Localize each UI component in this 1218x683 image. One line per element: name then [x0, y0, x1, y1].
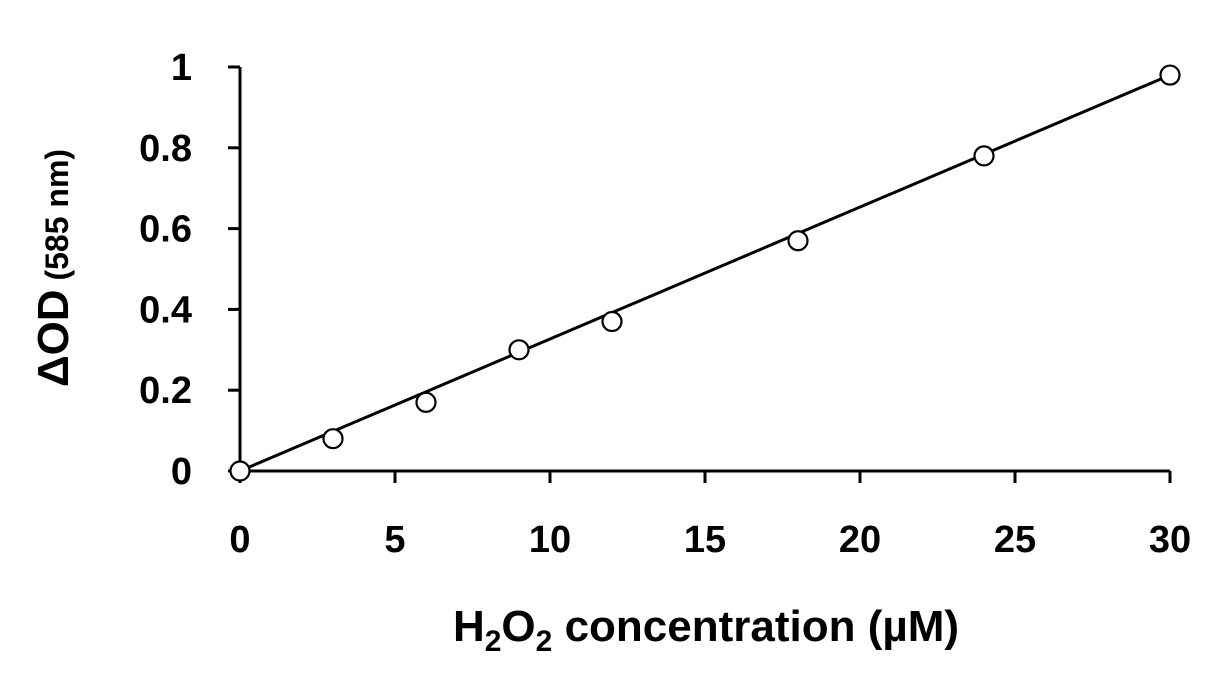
y-axis-title: ΔOD (585 nm)	[29, 149, 78, 387]
y-tick-label: 1	[171, 47, 192, 89]
y-tick-label: 0.2	[139, 370, 192, 412]
x-tick-label: 0	[229, 519, 250, 561]
data-point	[973, 145, 995, 167]
x-tick-label: 5	[384, 519, 405, 561]
data-point	[415, 391, 437, 413]
data-point	[787, 230, 809, 252]
x-axis-title-mid: O	[501, 602, 535, 651]
x-axis-ticks: 0 5 10 15 20 25 30	[229, 471, 1191, 561]
y-tick-label: 0.8	[139, 128, 192, 170]
x-tick-label: 25	[994, 519, 1036, 561]
y-tick-label: 0	[171, 451, 192, 493]
data-point	[229, 460, 251, 482]
y-axis-ticks: 0 0.2 0.4 0.6 0.8 1	[139, 47, 240, 493]
x-tick-label: 15	[684, 519, 726, 561]
x-tick-label: 10	[529, 519, 571, 561]
x-tick-label: 20	[839, 519, 881, 561]
data-point	[322, 428, 344, 450]
data-points	[229, 64, 1181, 482]
data-point	[508, 339, 530, 361]
data-point	[1159, 64, 1181, 86]
trendline-group	[239, 73, 1171, 473]
x-axis-title-main: H	[453, 602, 485, 651]
y-tick-label: 0.4	[139, 289, 192, 331]
x-axis-title: H2O2 concentration (µM)	[453, 602, 959, 658]
y-axis-title-main: ΔOD	[29, 289, 78, 387]
x-tick-label: 30	[1149, 519, 1191, 561]
data-point	[601, 310, 623, 333]
x-axis-title-sub2: 2	[536, 625, 553, 658]
y-axis-title-unit: (585 nm)	[39, 149, 75, 289]
x-axis-title-rest: concentration (µM)	[552, 602, 959, 651]
x-axis-title-sub1: 2	[485, 625, 502, 658]
trendline	[239, 73, 1171, 473]
y-tick-label: 0.6	[139, 209, 192, 251]
